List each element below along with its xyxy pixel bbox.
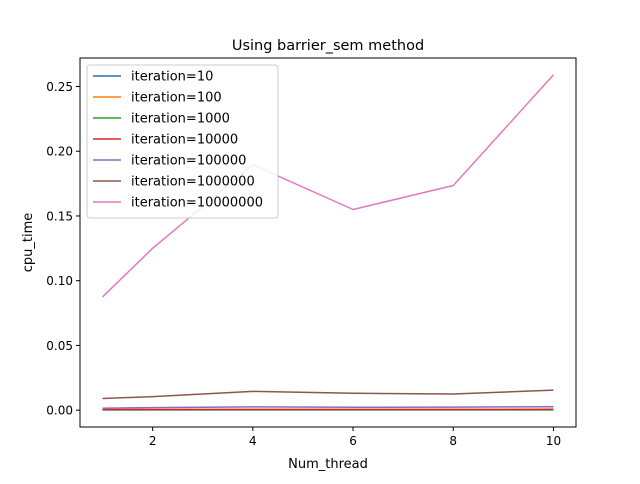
x-tick-label-2: 6 xyxy=(349,434,357,448)
x-tick-label-0: 2 xyxy=(149,434,157,448)
y-axis-label: cpu_time xyxy=(21,213,36,273)
legend-label-6: iteration=10000000 xyxy=(131,196,263,211)
y-tick-label-2: 0.10 xyxy=(46,274,73,288)
legend: iteration=10 iteration=100 iteration=1000 i… xyxy=(87,65,278,218)
y-tick-label-0: 0.00 xyxy=(46,404,73,418)
legend-label-5: iteration=1000000 xyxy=(131,175,255,190)
y-tick-label-4: 0.20 xyxy=(46,145,73,159)
legend-label-1: iteration=100 xyxy=(131,91,222,106)
legend-label-2: iteration=1000 xyxy=(131,112,230,127)
x-tick-label-4: 10 xyxy=(546,434,561,448)
legend-label-4: iteration=100000 xyxy=(131,154,246,169)
x-tick-label-1: 4 xyxy=(249,434,257,448)
legend-label-3: iteration=10000 xyxy=(131,133,238,148)
x-tick-label-3: 8 xyxy=(449,434,457,448)
y-tick-label-5: 0.25 xyxy=(46,80,73,94)
chart-title: Using barrier_sem method xyxy=(232,38,424,54)
legend-label-0: iteration=10 xyxy=(131,70,213,85)
y-tick-label-1: 0.05 xyxy=(46,339,73,353)
x-axis-label: Num_thread xyxy=(288,457,368,472)
y-tick-label-3: 0.15 xyxy=(46,209,73,223)
